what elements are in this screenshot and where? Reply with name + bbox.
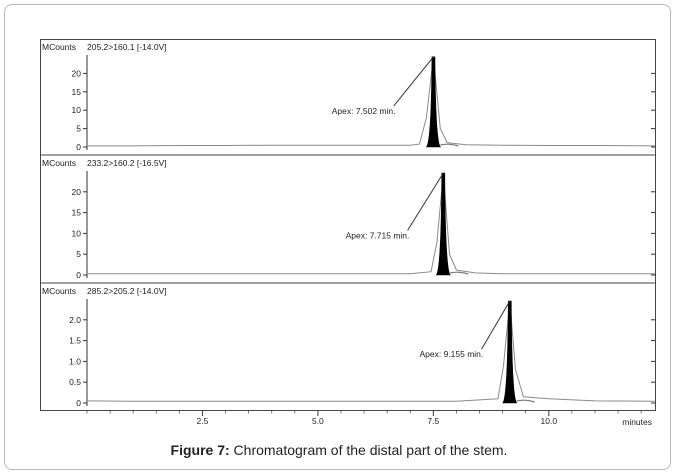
series-line xyxy=(87,173,655,275)
y-tick-label: 5 xyxy=(76,124,81,134)
y-tick-label: 10 xyxy=(72,105,82,115)
caption-label: Figure 7: xyxy=(170,442,230,458)
y-tick-label: 0 xyxy=(76,142,81,152)
chart-frame xyxy=(40,39,656,411)
apex-annotation: Apex: 7.715 min. xyxy=(346,230,410,240)
x-axis: 2.5 5.0 7.5 10.0 minutes xyxy=(86,411,652,427)
x-tick-label: 10.0 xyxy=(541,416,558,426)
transition-label: 205.2>160.1 [-14.0V] xyxy=(87,42,167,52)
panel-3: MCounts 285.2>205.2 [-14.0V] 0 0.5 1.0 1.5 2.0… xyxy=(42,286,656,408)
caption-text: Chromatogram of the distal part of the s… xyxy=(229,442,508,458)
transition-label: 233.2>160.2 [-16.5V] xyxy=(87,158,167,168)
chart-panels: MCounts 205.2>160.1 [-14.0V] 0 5 10 15 20 Apex:… xyxy=(40,42,656,408)
peak-fill xyxy=(425,56,441,148)
y-tick-label: 0.5 xyxy=(69,377,81,387)
apex-annotation: Apex: 7.502 min. xyxy=(332,106,396,116)
apex-leader-line xyxy=(393,56,434,107)
y-unit-label: MCounts xyxy=(42,286,76,296)
y-tick-label: 1.5 xyxy=(69,336,81,346)
y-tick-label: 10 xyxy=(72,228,82,238)
series-line xyxy=(87,56,656,147)
peak-tail xyxy=(516,399,535,403)
peak-tail xyxy=(450,271,469,275)
x-tick-label: 5.0 xyxy=(312,416,324,426)
transition-label: 285.2>205.2 [-14.0V] xyxy=(87,286,167,296)
y-tick-label: 0 xyxy=(76,398,81,408)
y-tick-label: 15 xyxy=(72,87,82,97)
y-tick-label: 2.0 xyxy=(69,315,81,325)
apex-annotation: Apex: 9.155 min. xyxy=(419,349,483,359)
peak-tail xyxy=(440,143,459,147)
x-tick-label: 7.5 xyxy=(427,416,439,426)
peak-fill xyxy=(435,172,451,276)
series-line xyxy=(86,301,656,402)
y-tick-label: 15 xyxy=(72,208,82,218)
y-tick-label: 5 xyxy=(76,249,81,259)
y-unit-label: MCounts xyxy=(42,42,76,52)
x-tick-label: 2.5 xyxy=(197,416,209,426)
x-axis-label: minutes xyxy=(622,417,652,427)
panel-2: MCounts 233.2>160.2 [-16.5V] 0 5 10 15 20 Apex:… xyxy=(40,158,656,284)
y-unit-label: MCounts xyxy=(42,158,76,168)
figure-caption: Figure 7: Chromatogram of the distal par… xyxy=(0,442,678,458)
chromatogram-chart: MCounts 205.2>160.1 [-14.0V] 0 5 10 15 20 Apex:… xyxy=(40,39,656,427)
y-tick-label: 1.0 xyxy=(69,356,81,366)
apex-leader-line xyxy=(481,300,511,350)
chromatogram-figure: MCounts 205.2>160.1 [-14.0V] 0 5 10 15 20 Apex:… xyxy=(40,39,656,427)
y-tick-label: 0 xyxy=(76,270,81,280)
y-tick-label: 20 xyxy=(72,187,82,197)
apex-leader-line xyxy=(407,172,444,231)
y-tick-label: 20 xyxy=(72,68,82,78)
panel-1: MCounts 205.2>160.1 [-14.0V] 0 5 10 15 20 Apex:… xyxy=(40,42,656,156)
peak-fill xyxy=(502,300,518,404)
